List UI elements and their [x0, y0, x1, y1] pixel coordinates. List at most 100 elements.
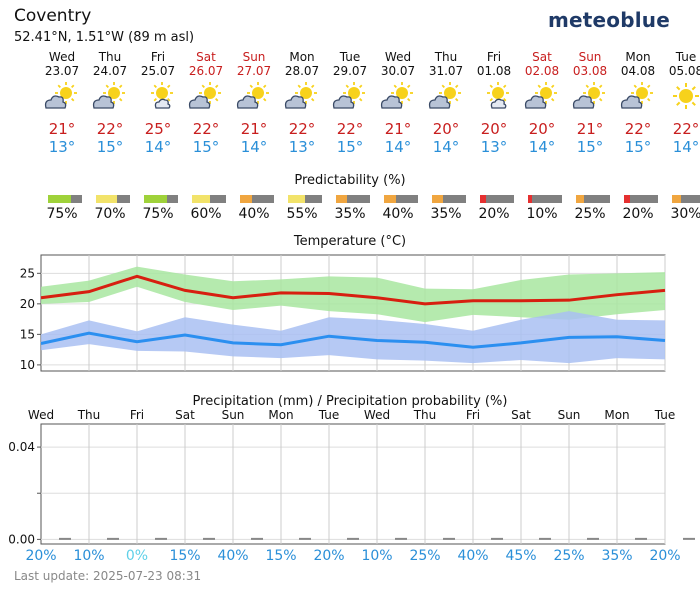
day-date: 26.07: [188, 64, 224, 78]
temp-max: 22°: [336, 120, 364, 138]
day-date: 24.07: [92, 64, 128, 78]
location-coordinates: 52.41°N, 1.51°W (89 m asl): [14, 30, 195, 45]
day-column: Wed 23.07 21° 13°: [38, 50, 86, 156]
temp-max: 25°: [144, 120, 172, 138]
predictability-value: 35%: [334, 206, 366, 222]
temp-max: 21°: [48, 120, 76, 138]
precip-day-label: Sat: [511, 408, 531, 422]
precip-probability: 20%: [649, 548, 681, 564]
location-title: Coventry: [14, 6, 92, 26]
precip-bar: [299, 537, 311, 540]
sun-cloud-icon: [374, 82, 422, 112]
day-date: 25.07: [140, 64, 176, 78]
predictability-bar: [432, 195, 466, 203]
temp-max: 22°: [288, 120, 316, 138]
temp-min: 15°: [96, 138, 124, 156]
precip-probability: 25%: [553, 548, 585, 564]
temp-max: 20°: [528, 120, 556, 138]
temp-max: 22°: [624, 120, 652, 138]
precip-probability: 20%: [313, 548, 345, 564]
temp-tick-label: 20: [20, 297, 35, 311]
predictability-value: 20%: [622, 206, 654, 222]
day-name: Sun: [578, 50, 602, 64]
temperature-title: Temperature (°C): [293, 234, 407, 249]
predictability-value: 70%: [94, 206, 126, 222]
predictability-bar: [144, 195, 178, 203]
predictability-bar: [192, 195, 226, 203]
predictability-fill: [240, 195, 252, 203]
day-name: Thu: [434, 50, 458, 64]
predictability-fill: [336, 195, 347, 203]
day-date: 29.07: [332, 64, 368, 78]
precip-probability: 35%: [601, 548, 633, 564]
day-column: Fri 25.07 25° 14°: [134, 50, 182, 156]
precip-probability: 0%: [125, 548, 149, 564]
precip-bar: [395, 537, 407, 540]
predictability-fill: [144, 195, 167, 203]
predictability-bar: [672, 195, 700, 203]
temp-min: 13°: [48, 138, 76, 156]
sun-cloud-icon: [566, 82, 614, 112]
temp-max: 20°: [432, 120, 460, 138]
day-name: Sat: [196, 50, 216, 64]
predictability-value: 10%: [526, 206, 558, 222]
day-column: Mon 04.08 22° 15°: [614, 50, 662, 156]
temp-max: 21°: [384, 120, 412, 138]
day-name: Sat: [532, 50, 552, 64]
precip-probability: 45%: [505, 548, 537, 564]
precip-bar: [107, 537, 119, 540]
day-column: Sat 26.07 22° 15°: [182, 50, 230, 156]
sun-cloud-icon: [614, 82, 662, 112]
precip-bar: [59, 537, 71, 540]
precip-probability: 15%: [169, 548, 201, 564]
precip-bar: [203, 537, 215, 540]
precip-probability: 20%: [25, 548, 57, 564]
predictability-fill: [576, 195, 584, 203]
predictability-value: 30%: [670, 206, 700, 222]
precip-bar: [635, 537, 647, 540]
predictability-bar: [576, 195, 610, 203]
day-date: 05.08: [668, 64, 700, 78]
day-name: Thu: [98, 50, 122, 64]
temp-max: 21°: [576, 120, 604, 138]
predictability-fill: [624, 195, 630, 203]
predictability-value: 20%: [478, 206, 510, 222]
sun-small-cloud-icon: [470, 82, 518, 112]
sun-cloud-icon: [86, 82, 134, 112]
predictability-fill: [96, 195, 117, 203]
precip-bar: [587, 537, 599, 540]
sun-cloud-icon: [326, 82, 374, 112]
temp-min: 13°: [480, 138, 508, 156]
precip-day-label: Sun: [558, 408, 581, 422]
precip-bar: [155, 537, 167, 540]
min-temp-line: [40, 331, 666, 349]
predictability-bar: [384, 195, 418, 203]
day-column: Tue 05.08 22° 14°: [662, 50, 700, 156]
predictability-bar: [480, 195, 514, 203]
predictability-value: 35%: [430, 206, 462, 222]
temp-min: 15°: [192, 138, 220, 156]
predictability-fill: [48, 195, 71, 203]
predictability-value: 55%: [286, 206, 318, 222]
temp-min: 15°: [336, 138, 364, 156]
day-column: Sat 02.08 20° 14°: [518, 50, 566, 156]
precip-day-label: Fri: [466, 408, 480, 422]
precip-day-label: Wed: [364, 408, 390, 422]
temp-min: 14°: [432, 138, 460, 156]
precipitation-title: Precipitation (mm) / Precipitation proba…: [192, 394, 508, 409]
precip-bar: [491, 537, 503, 540]
precip-probability: 15%: [265, 548, 297, 564]
day-column: Mon 28.07 22° 13°: [278, 50, 326, 156]
sun-small-cloud-icon: [134, 82, 182, 112]
brand-logo[interactable]: meteoblue: [547, 8, 670, 32]
precip-bar: [683, 537, 695, 540]
day-column: Thu 24.07 22° 15°: [86, 50, 134, 156]
day-date: 01.08: [476, 64, 512, 78]
precip-day-label: Sat: [175, 408, 195, 422]
precip-day-label: Wed: [28, 408, 54, 422]
temp-min: 14°: [384, 138, 412, 156]
day-date: 27.07: [236, 64, 272, 78]
precip-tick-label: 0.00: [8, 532, 35, 546]
day-date: 02.08: [524, 64, 560, 78]
temp-min: 15°: [576, 138, 604, 156]
